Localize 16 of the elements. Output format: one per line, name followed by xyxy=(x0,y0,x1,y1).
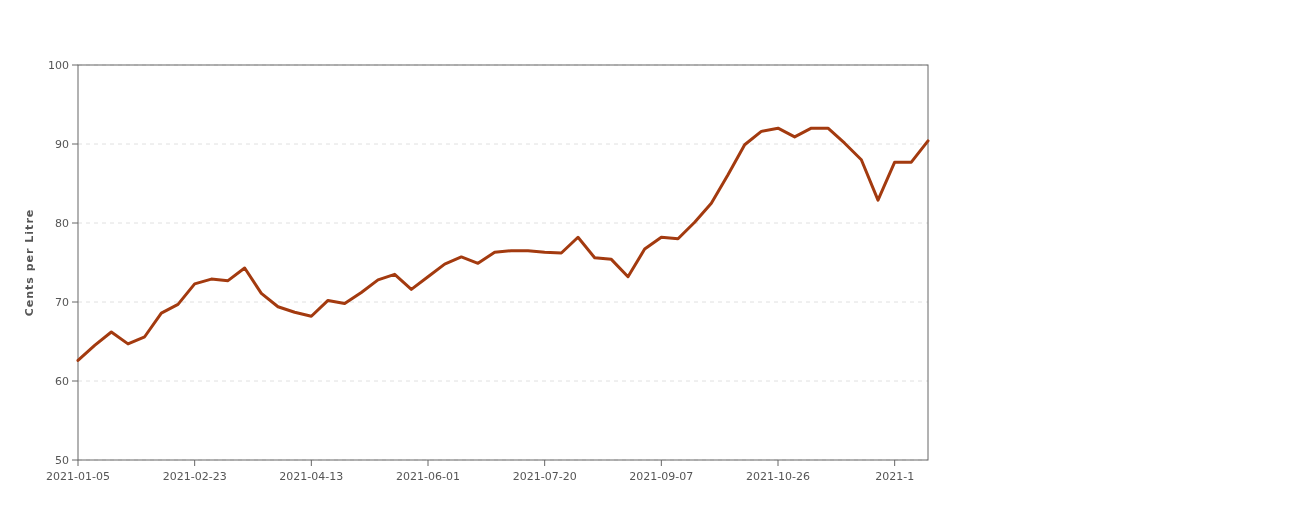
x-tick-label: 2021-07-20 xyxy=(512,470,577,483)
y-tick-label: 70 xyxy=(55,295,69,309)
y-tick-label: 50 xyxy=(55,453,69,467)
x-tick-label: 2021-02-23 xyxy=(162,470,227,483)
x-tick-label: 2021-06-01 xyxy=(396,470,460,483)
y-tick-label: 60 xyxy=(55,374,69,388)
x-tick-label: 2021-04-13 xyxy=(279,470,344,483)
x-tick-label: 2021-1 xyxy=(875,470,915,483)
line-series xyxy=(76,126,930,362)
y-axis-title: Cents per Litre xyxy=(23,208,36,317)
y-tick-label: 80 xyxy=(55,216,69,230)
y-tick-label: 100 xyxy=(48,58,69,72)
x-tick-label: 2021-01-05 xyxy=(46,470,110,483)
x-tick-label: 2021-09-07 xyxy=(629,470,694,483)
x-tick-label: 2021-10-26 xyxy=(746,470,810,483)
y-tick-label: 90 xyxy=(55,137,69,151)
